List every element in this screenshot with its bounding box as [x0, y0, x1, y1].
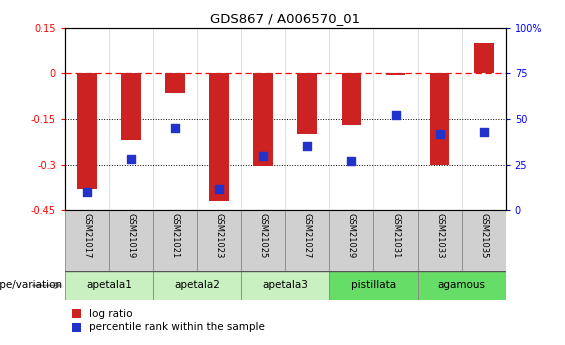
Bar: [253, 73, 273, 166]
Text: GSM21027: GSM21027: [303, 214, 312, 259]
Text: GSM21025: GSM21025: [259, 214, 268, 259]
Bar: [241, 210, 285, 271]
Bar: [473, 43, 494, 73]
Text: GSM21033: GSM21033: [435, 214, 444, 259]
Bar: [165, 73, 185, 93]
Bar: [373, 210, 418, 271]
Bar: [341, 73, 362, 125]
Text: genotype/variation: genotype/variation: [0, 280, 62, 290]
Bar: [65, 210, 109, 271]
Bar: [72, 323, 81, 332]
Point: [303, 144, 312, 149]
Bar: [153, 210, 197, 271]
Text: GSM21017: GSM21017: [82, 214, 92, 259]
Point: [391, 112, 400, 118]
Bar: [285, 210, 329, 271]
Bar: [297, 73, 318, 134]
Point: [171, 126, 180, 131]
Text: agamous: agamous: [438, 280, 485, 290]
Bar: [153, 271, 241, 300]
Bar: [329, 210, 373, 271]
Bar: [429, 73, 450, 165]
Bar: [65, 271, 153, 300]
Text: apetala1: apetala1: [86, 280, 132, 290]
Bar: [72, 309, 81, 318]
Text: GSM21029: GSM21029: [347, 214, 356, 259]
Bar: [77, 73, 97, 189]
Point: [259, 153, 268, 158]
Bar: [109, 210, 153, 271]
Bar: [418, 271, 506, 300]
Text: GSM21035: GSM21035: [479, 214, 488, 259]
Bar: [241, 271, 329, 300]
Bar: [197, 210, 241, 271]
Text: log ratio: log ratio: [89, 309, 133, 318]
Text: apetala3: apetala3: [262, 280, 308, 290]
Point: [347, 158, 356, 164]
Text: percentile rank within the sample: percentile rank within the sample: [89, 323, 265, 332]
Bar: [418, 210, 462, 271]
Text: apetala2: apetala2: [174, 280, 220, 290]
Text: GSM21021: GSM21021: [171, 214, 180, 259]
Text: GSM21019: GSM21019: [127, 214, 136, 259]
Title: GDS867 / A006570_01: GDS867 / A006570_01: [210, 12, 360, 25]
Point: [82, 189, 92, 195]
Bar: [462, 210, 506, 271]
Text: GSM21023: GSM21023: [215, 214, 224, 259]
Point: [479, 129, 488, 135]
Point: [215, 186, 224, 191]
Point: [127, 157, 136, 162]
Text: GSM21031: GSM21031: [391, 214, 400, 259]
Text: pistillata: pistillata: [351, 280, 396, 290]
Bar: [329, 271, 418, 300]
Bar: [385, 73, 406, 75]
Bar: [121, 73, 141, 140]
Point: [435, 131, 444, 136]
Bar: [209, 73, 229, 201]
